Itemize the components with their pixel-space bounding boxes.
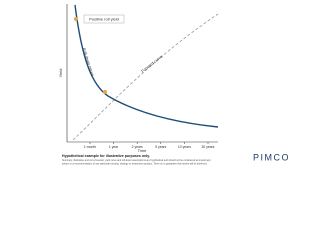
point — [74, 17, 78, 21]
callout-box — [83, 14, 125, 24]
background — [0, 0, 300, 168]
x-tick-label: 1 year — [109, 145, 119, 149]
x-tick-label: 30 years — [201, 145, 214, 149]
yield-curve — [74, 4, 219, 128]
footer-note: Hypothetical example for illustrative pu… — [62, 154, 150, 158]
disclaimer: Summary, illustrative and not a forecast… — [62, 159, 211, 162]
x-tick-label: 10 years — [178, 145, 191, 149]
point — [103, 90, 107, 94]
x-axis-label: Time — [138, 148, 148, 153]
callout: Positive roll yield — [89, 17, 119, 22]
x-tick-label: 5 years — [155, 145, 166, 149]
x-tick-label: 2 years — [132, 145, 143, 149]
x-ticks: 1 month 1 year 2 years 5 years 10 years 30 ye… — [84, 142, 215, 149]
y-axis-label: Yield — [58, 69, 63, 78]
slide: Positive roll yield Roll-down return For… — [0, 0, 300, 168]
x-tick-label: 1 month — [84, 145, 96, 149]
disclaimer: advice or a recommendation of any partic… — [62, 163, 208, 166]
logo: PIMCO — [253, 152, 290, 162]
